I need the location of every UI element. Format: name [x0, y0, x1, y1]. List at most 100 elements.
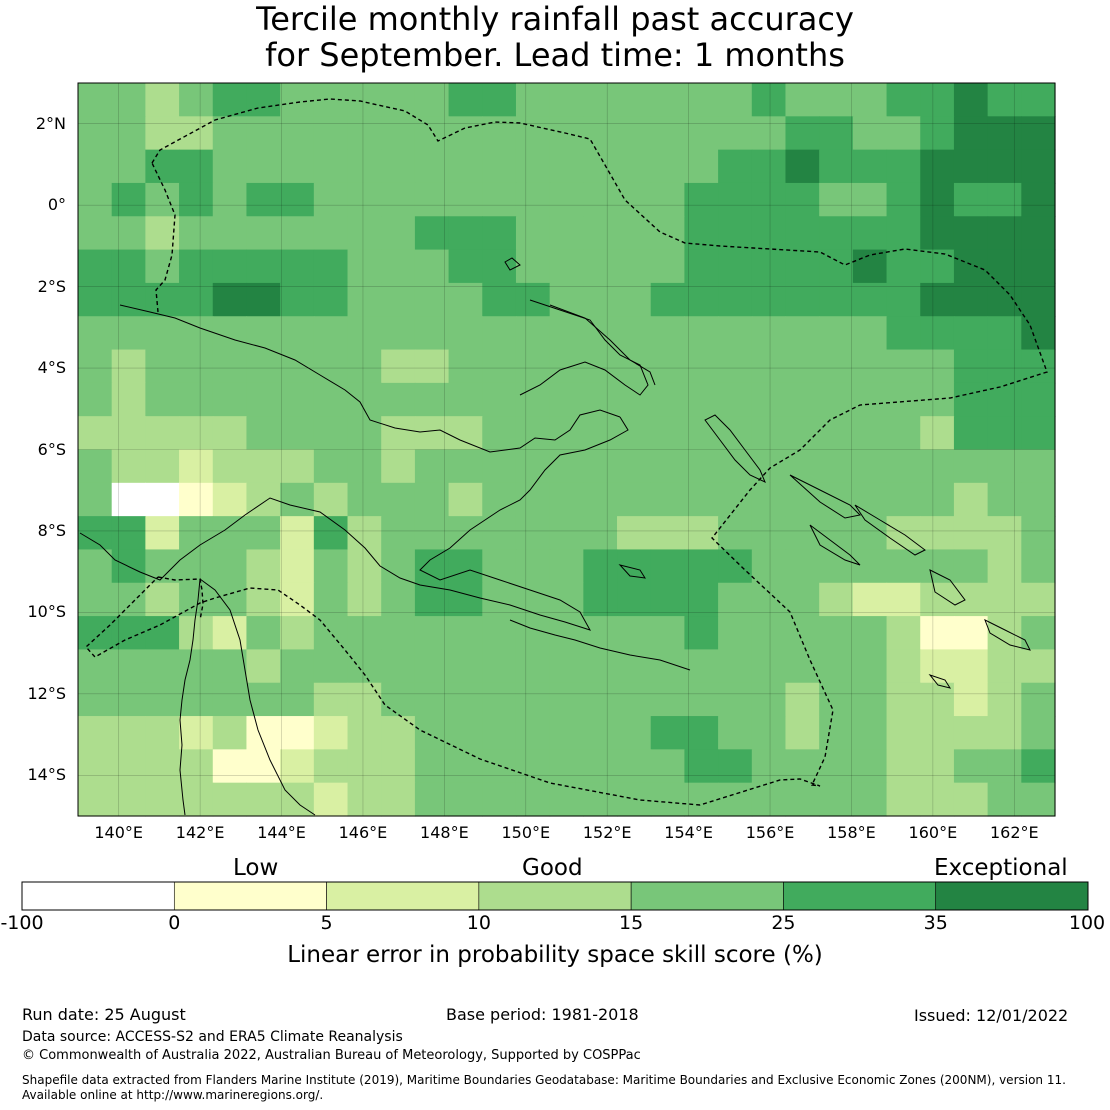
grid-cell [617, 782, 652, 817]
grid-cell [684, 749, 719, 784]
grid-cell [414, 282, 450, 317]
grid-cell [246, 282, 281, 317]
grid-cell [145, 516, 180, 551]
grid-cell [617, 316, 652, 351]
grid-cell [414, 549, 450, 584]
grid-cell [920, 449, 955, 484]
grid-cell [414, 382, 450, 417]
grid-cell [381, 216, 416, 251]
grid-cell [448, 182, 483, 217]
grid-cell [1021, 116, 1056, 151]
grid-cell [953, 716, 989, 750]
grid-cell [414, 249, 450, 284]
grid-cell [313, 749, 349, 784]
longitude-label: 162°E [989, 823, 1039, 842]
grid-cell [381, 616, 416, 651]
grid-cell [549, 549, 584, 584]
grid-cell [852, 382, 888, 417]
grid-cell [381, 116, 416, 151]
grid-cell [819, 716, 854, 750]
admiralty-islands-coastline [504, 257, 521, 271]
grid-cell [78, 382, 113, 417]
latitude-label: 2°N [35, 113, 66, 133]
grid-cell [280, 182, 315, 217]
grid-cell [684, 616, 719, 651]
run-date: Run date: 25 August [22, 1005, 186, 1024]
grid-cell [1021, 182, 1056, 217]
grid-cell [515, 116, 551, 151]
grid-cell [1021, 416, 1056, 451]
grid-cell [920, 182, 955, 217]
grid-cell [111, 216, 146, 251]
australia-coastline [179, 578, 316, 816]
grid-cell [78, 116, 113, 151]
grid-cell [1021, 83, 1056, 117]
grid-cell [482, 249, 517, 284]
grid-cell [549, 182, 584, 217]
grid-cell [482, 682, 517, 717]
grid-cell [718, 316, 753, 351]
longitude-label: 152°E [582, 823, 632, 842]
grid-cell [280, 116, 315, 151]
grid-cell [886, 682, 921, 717]
grid-cell [448, 416, 483, 451]
grid-cell [347, 449, 382, 484]
grid-cell [852, 649, 888, 684]
latitude-label: 6°S [37, 439, 66, 459]
grid-cell [718, 549, 753, 584]
grid-cell [549, 749, 584, 784]
grid-cell [212, 449, 248, 484]
grid-cell [886, 382, 921, 417]
grid-cell [111, 116, 146, 151]
grid-cell [785, 83, 820, 117]
grid-cell [987, 649, 1022, 684]
grid-cell [280, 482, 315, 517]
grid-cell [111, 782, 146, 817]
grid-cell [381, 549, 416, 584]
grid-cell [987, 316, 1022, 351]
bougainville-coastline [704, 414, 766, 483]
grid-cell [280, 349, 315, 384]
grid-cell [617, 716, 652, 750]
grid-cell [448, 316, 483, 351]
grid-cell [414, 449, 450, 484]
grid-cell [414, 349, 450, 384]
grid-cell [246, 682, 281, 717]
grid-cell [280, 416, 315, 451]
grid-cell [347, 282, 382, 317]
colorbar-bin [783, 881, 937, 911]
grid-cell [650, 316, 686, 351]
grid-cell [448, 216, 483, 251]
grid-cell [785, 716, 820, 750]
grid-cell [78, 83, 113, 117]
grid-cell [246, 749, 281, 784]
grid-cell [785, 749, 820, 784]
grid-cell [650, 482, 686, 517]
grid-cell [886, 316, 921, 351]
grid-cell [886, 349, 921, 384]
grid-cell [684, 482, 719, 517]
grid-cell [414, 83, 450, 117]
grid-cell [886, 249, 921, 284]
grid-cell [381, 482, 416, 517]
grid-cell [145, 649, 180, 684]
grid-cell [381, 282, 416, 317]
grid-cell [718, 582, 753, 617]
grid-cell [617, 182, 652, 217]
grid-cell [212, 282, 248, 317]
latitude-label: 14°S [27, 765, 66, 785]
grid-cell [78, 782, 113, 817]
grid-cell [583, 116, 618, 151]
grid-cell [313, 682, 349, 717]
colorbar-tick-label: 35 [923, 912, 948, 934]
grid-cell [515, 616, 551, 651]
grid-cell [852, 582, 888, 617]
longitude-label: 142°E [175, 823, 225, 842]
grid-cell [718, 716, 753, 750]
grid-cell [650, 249, 686, 284]
grid-cell [179, 516, 214, 551]
grid-cell [78, 449, 113, 484]
grid-cell [785, 782, 820, 817]
grid-cell [280, 83, 315, 117]
grid-cell [1021, 249, 1056, 284]
